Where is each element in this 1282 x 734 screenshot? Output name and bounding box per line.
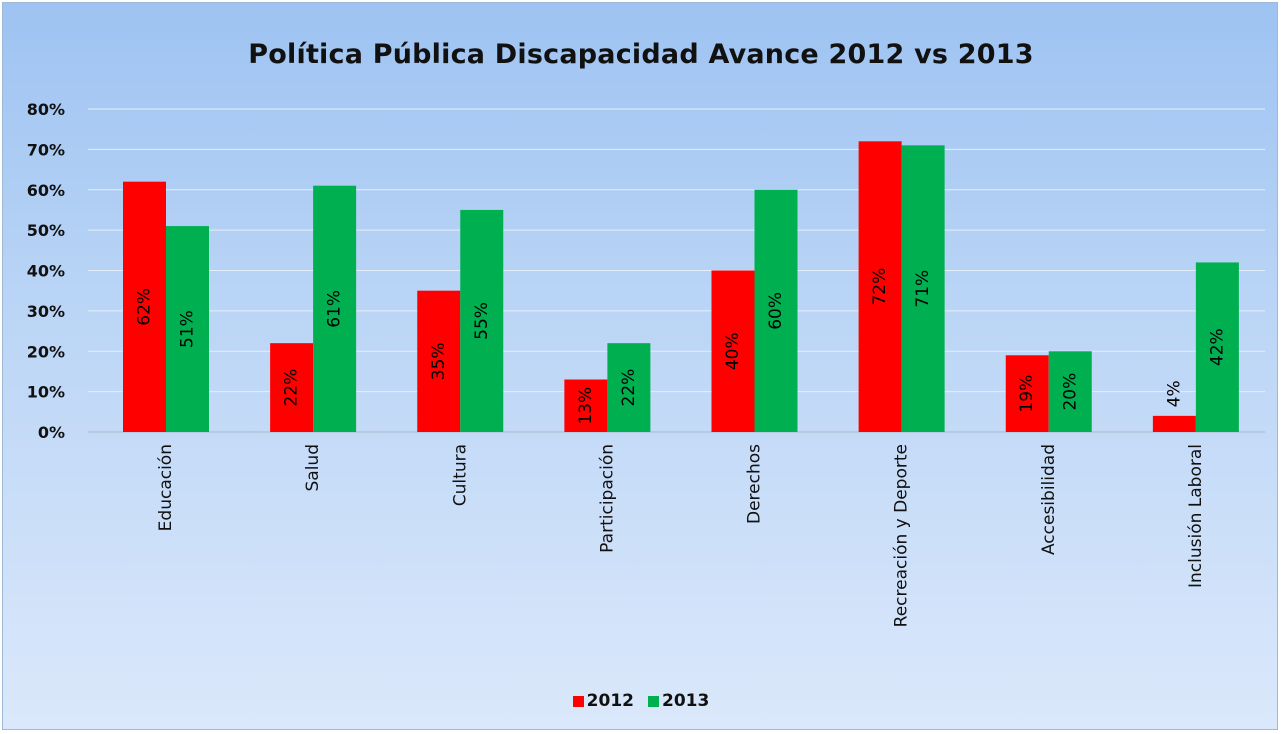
legend-item-2013: 2013	[648, 691, 709, 711]
bar-2013	[901, 145, 945, 432]
data-label: 61%	[325, 290, 345, 328]
x-tick-label: Derechos	[745, 444, 765, 524]
y-tick-label: 0%	[38, 423, 65, 442]
x-tick-label: Recreación y Deporte	[892, 444, 912, 627]
bar-2012	[1152, 415, 1196, 432]
data-label: 42%	[1207, 328, 1227, 366]
data-label: 62%	[135, 288, 155, 326]
legend-swatch-2012	[572, 695, 584, 707]
legend-label-2013: 2013	[662, 691, 710, 711]
bar-chart: 0% 10% 20% 30% 40% 50% 60% 70% 80% 62% 51% Educació…	[27, 100, 1265, 627]
data-label: 13%	[576, 387, 596, 425]
data-label: 20%	[1060, 373, 1080, 411]
x-tick-label: Inclusión Laboral	[1186, 444, 1206, 588]
legend-swatch-2013	[648, 695, 659, 707]
bar-2012	[1005, 355, 1049, 432]
bar-2013	[1195, 262, 1239, 432]
data-label: 40%	[723, 332, 743, 370]
data-label: 19%	[1017, 375, 1037, 413]
bar-2012	[564, 379, 608, 432]
data-label: 60%	[766, 292, 786, 330]
bar-2013	[166, 226, 209, 432]
y-tick-label: 10%	[27, 383, 65, 402]
data-label: 71%	[913, 270, 933, 308]
y-tick-label: 50%	[27, 221, 65, 240]
y-tick-label: 60%	[27, 181, 65, 200]
data-label: 55%	[472, 302, 492, 340]
bar-2013	[1048, 351, 1092, 432]
data-label: 22%	[282, 369, 302, 407]
bar-2012	[711, 270, 755, 432]
y-tick-label: 80%	[27, 100, 65, 119]
bar-2012	[858, 141, 902, 433]
y-tick-label: 20%	[27, 342, 65, 361]
data-label: 35%	[429, 342, 449, 380]
bar-2013	[313, 185, 357, 432]
bar-2013	[607, 343, 651, 432]
y-tick-label: 70%	[27, 140, 65, 159]
legend-label-2012: 2012	[586, 691, 634, 711]
y-tick-label: 40%	[27, 262, 65, 281]
x-tick-label: Cultura	[450, 444, 470, 506]
data-label: 72%	[870, 268, 890, 306]
y-tick-label: 30%	[27, 302, 65, 321]
bar-2013	[460, 209, 504, 432]
chart-title: Política Pública Discapacidad Avance 201…	[248, 39, 1034, 70]
x-tick-label: Accesibilidad	[1039, 444, 1059, 555]
bar-2012	[417, 290, 461, 432]
bar-2013	[754, 189, 798, 432]
bar-2012	[270, 343, 314, 432]
data-label: 4%	[1164, 380, 1184, 407]
legend-item-2012: 2012	[572, 691, 634, 711]
x-tick-label: Salud	[303, 444, 323, 492]
bar-2012	[123, 181, 166, 432]
x-tick-label: Participación	[597, 444, 617, 553]
x-tick-label: Educación	[156, 444, 176, 531]
data-label: 22%	[619, 369, 639, 407]
data-label: 51%	[178, 310, 198, 348]
legend: 2012 2013	[3, 691, 1277, 711]
